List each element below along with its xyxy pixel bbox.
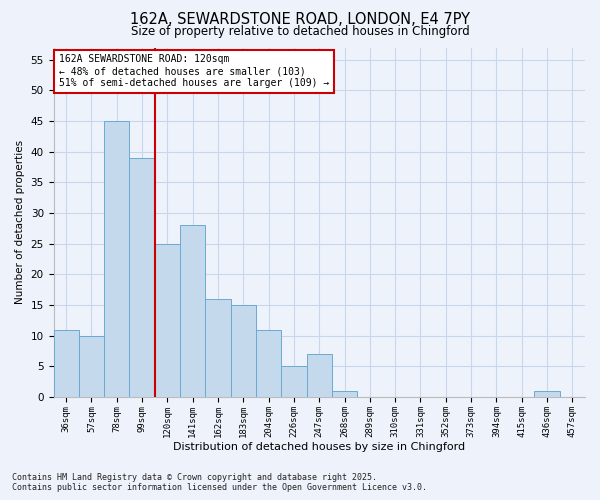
Bar	[79, 336, 104, 397]
Bar	[104, 121, 130, 397]
Text: 162A, SEWARDSTONE ROAD, LONDON, E4 7PY: 162A, SEWARDSTONE ROAD, LONDON, E4 7PY	[130, 12, 470, 28]
X-axis label: Distribution of detached houses by size in Chingford: Distribution of detached houses by size …	[173, 442, 466, 452]
Y-axis label: Number of detached properties: Number of detached properties	[15, 140, 25, 304]
Bar	[53, 330, 79, 397]
Bar	[281, 366, 307, 397]
Bar	[180, 226, 205, 397]
Bar	[230, 305, 256, 397]
Text: Contains HM Land Registry data © Crown copyright and database right 2025.
Contai: Contains HM Land Registry data © Crown c…	[12, 473, 427, 492]
Bar	[155, 244, 180, 397]
Bar	[535, 391, 560, 397]
Bar	[256, 330, 281, 397]
Bar	[332, 391, 357, 397]
Text: Size of property relative to detached houses in Chingford: Size of property relative to detached ho…	[131, 25, 469, 38]
Bar	[307, 354, 332, 397]
Bar	[205, 299, 230, 397]
Bar	[130, 158, 155, 397]
Text: 162A SEWARDSTONE ROAD: 120sqm
← 48% of detached houses are smaller (103)
51% of : 162A SEWARDSTONE ROAD: 120sqm ← 48% of d…	[59, 54, 329, 88]
